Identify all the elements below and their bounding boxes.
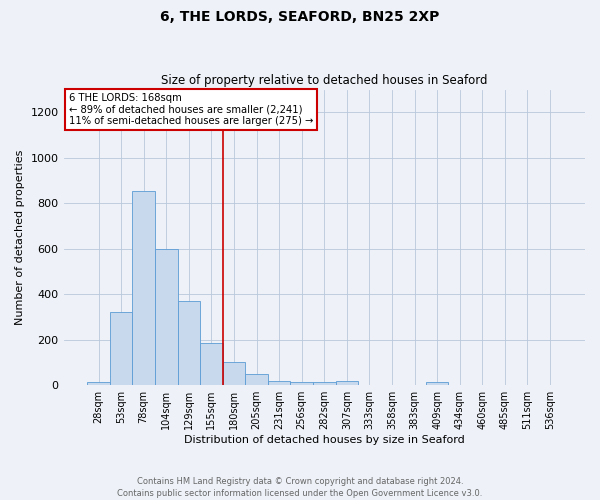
Bar — [335, 382, 358, 385]
Bar — [223, 362, 245, 385]
Bar — [87, 382, 110, 385]
Text: 6, THE LORDS, SEAFORD, BN25 2XP: 6, THE LORDS, SEAFORD, BN25 2XP — [160, 10, 440, 24]
Text: 6 THE LORDS: 168sqm
← 89% of detached houses are smaller (2,241)
11% of semi-det: 6 THE LORDS: 168sqm ← 89% of detached ho… — [69, 92, 313, 126]
Bar — [290, 382, 313, 385]
Title: Size of property relative to detached houses in Seaford: Size of property relative to detached ho… — [161, 74, 488, 87]
Text: Contains HM Land Registry data © Crown copyright and database right 2024.
Contai: Contains HM Land Registry data © Crown c… — [118, 476, 482, 498]
Bar — [200, 343, 223, 385]
X-axis label: Distribution of detached houses by size in Seaford: Distribution of detached houses by size … — [184, 435, 464, 445]
Bar — [426, 382, 448, 385]
Bar — [268, 380, 290, 385]
Bar — [133, 191, 155, 385]
Y-axis label: Number of detached properties: Number of detached properties — [15, 150, 25, 325]
Bar — [245, 374, 268, 385]
Bar — [178, 301, 200, 385]
Bar — [110, 312, 133, 385]
Bar — [313, 382, 335, 385]
Bar — [155, 249, 178, 385]
